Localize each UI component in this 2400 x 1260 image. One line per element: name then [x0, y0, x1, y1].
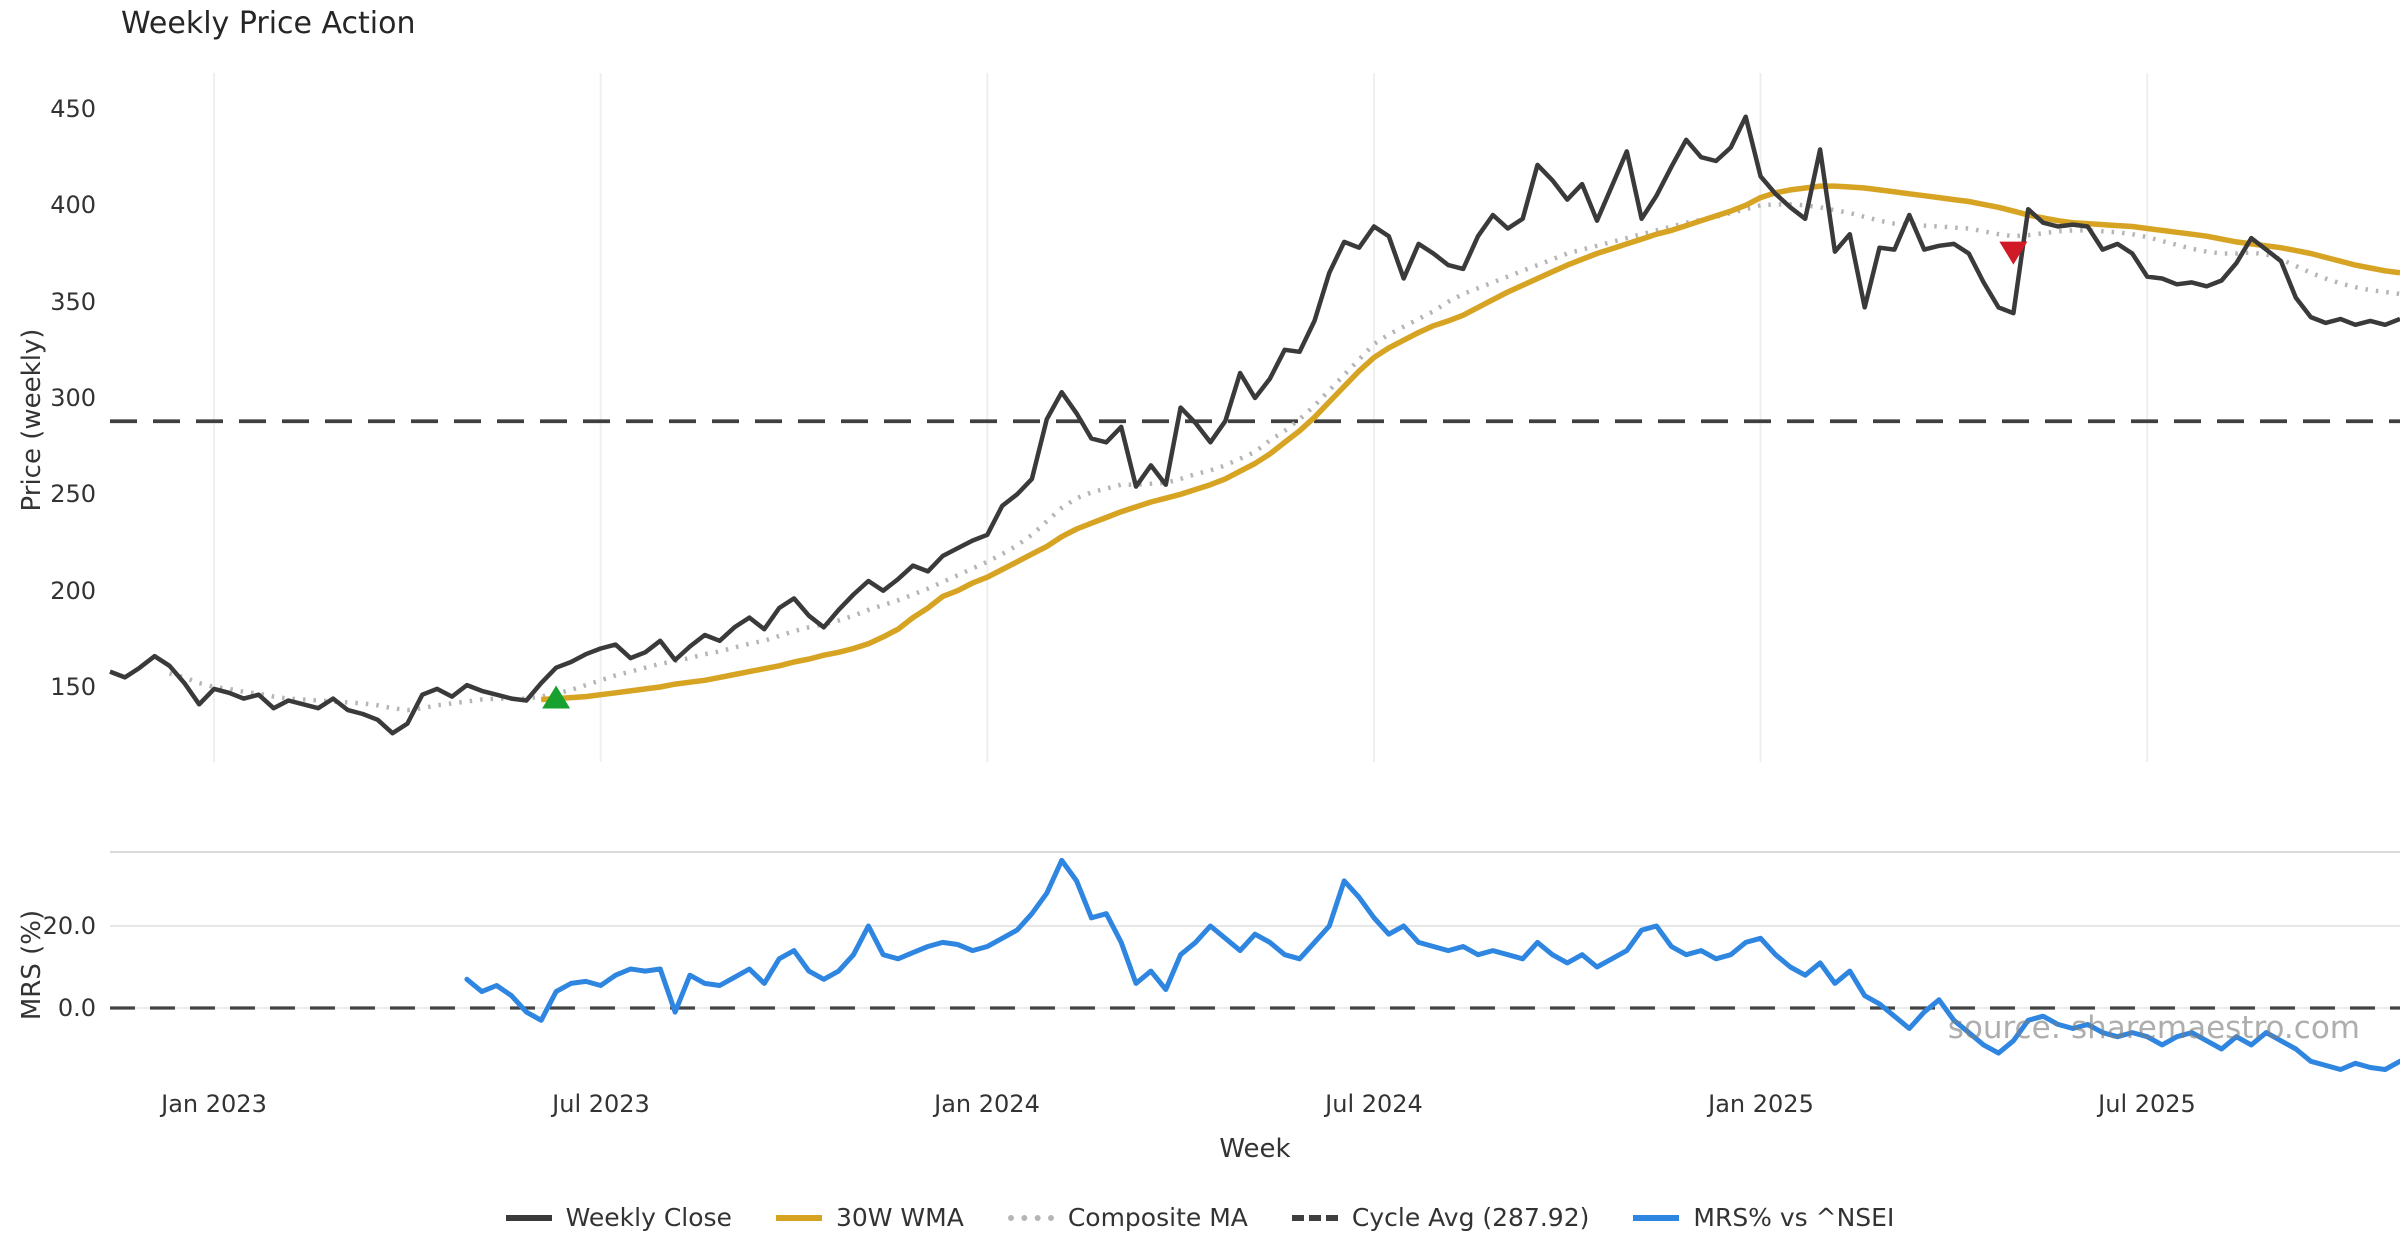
x-axis-title: Week	[1219, 1134, 1291, 1164]
x-tick-jan-2025: Jan 2025	[1708, 1090, 1814, 1118]
legend-item-weekly-close[interactable]: Weekly Close	[505, 1203, 732, 1232]
wma-swatch-icon	[775, 1214, 822, 1221]
mrs-tick-0: 0.0	[57, 994, 96, 1022]
x-tick-jul-2024: Jul 2024	[1325, 1090, 1423, 1118]
composite-ma-swatch-icon	[1007, 1214, 1054, 1221]
mrs-tick-20: 20.0	[42, 912, 96, 940]
legend-label-30w-wma: 30W WMA	[835, 1203, 964, 1232]
cycle-avg-swatch-icon	[1291, 1214, 1338, 1221]
legend-label-cycle-avg: Cycle Avg (287.92)	[1351, 1203, 1590, 1232]
price-tick-400: 400	[50, 191, 96, 219]
legend-item-cycle-avg[interactable]: Cycle Avg (287.92)	[1291, 1203, 1590, 1232]
legend-item-30w-wma[interactable]: 30W WMA	[775, 1203, 964, 1232]
composite-ma-line	[168, 202, 2400, 713]
x-tick-jul-2025: Jul 2025	[2098, 1090, 2196, 1118]
legend: Weekly Close 30W WMA Composite MA Cycle …	[0, 1203, 2400, 1232]
weekly-close-swatch-icon	[505, 1214, 552, 1221]
x-tick-jan-2024: Jan 2024	[934, 1090, 1040, 1118]
mrs-swatch-icon	[1633, 1214, 1680, 1221]
weekly-close-line	[109, 114, 2400, 736]
price-tick-200: 200	[50, 577, 96, 605]
price-tick-450: 450	[50, 95, 96, 123]
source-watermark: source: sharemaestro.com	[1947, 1010, 2360, 1046]
sell-signal-marker	[1999, 241, 2028, 265]
mrs-vs-nsei-line	[464, 857, 2400, 1072]
legend-item-mrs[interactable]: MRS% vs ^NSEI	[1633, 1203, 1894, 1232]
x-tick-jan-2023: Jan 2023	[161, 1090, 267, 1118]
price-tick-150: 150	[50, 673, 96, 701]
mrs-axis-title: MRS (%)	[17, 909, 47, 1021]
price-tick-250: 250	[50, 480, 96, 508]
price-tick-300: 300	[50, 384, 96, 412]
chart-title: Weekly Price Action	[121, 6, 416, 41]
legend-label-weekly-close: Weekly Close	[565, 1203, 732, 1232]
legend-label-composite-ma: Composite MA	[1067, 1203, 1248, 1232]
buy-signal-marker	[542, 685, 571, 709]
price-tick-350: 350	[50, 288, 96, 316]
legend-label-mrs: MRS% vs ^NSEI	[1693, 1203, 1895, 1232]
legend-item-composite-ma[interactable]: Composite MA	[1007, 1203, 1248, 1232]
x-tick-jul-2023: Jul 2023	[552, 1090, 650, 1118]
30w-wma-line	[541, 183, 2400, 703]
